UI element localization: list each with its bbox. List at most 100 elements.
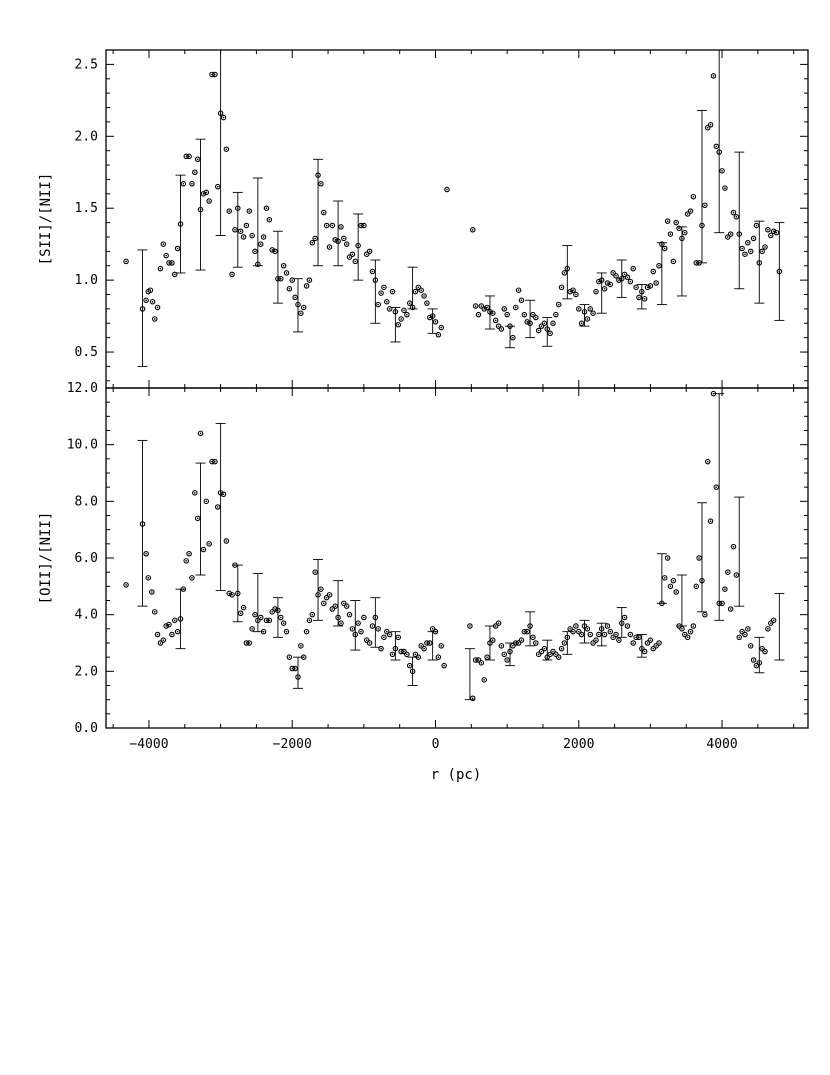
top-data-point bbox=[656, 262, 662, 269]
bottom-data-point bbox=[249, 626, 255, 632]
top-data-point bbox=[776, 268, 783, 275]
bottom-data-point bbox=[696, 555, 702, 561]
bottom-data-point bbox=[598, 626, 605, 632]
top-data-point bbox=[475, 311, 482, 318]
top-data-point bbox=[573, 291, 579, 298]
top-data-point bbox=[366, 248, 373, 255]
top-data-point bbox=[538, 323, 545, 329]
bottom-data-point bbox=[501, 651, 508, 658]
top-data-point bbox=[745, 239, 751, 246]
top-data-point bbox=[237, 228, 244, 234]
bottom-data-point bbox=[237, 610, 244, 616]
bottom-data-point bbox=[166, 621, 172, 628]
bottom-data-point bbox=[515, 640, 522, 646]
bottom-data-point bbox=[321, 600, 327, 607]
bottom-data-point bbox=[177, 616, 184, 622]
top-data-point bbox=[240, 234, 247, 240]
bottom-data-point bbox=[587, 631, 593, 638]
bottom-data-point bbox=[747, 643, 754, 649]
top-data-point bbox=[123, 258, 129, 265]
top-tick-labels: 0.5 1.0 1.5 2.0 2.5 bbox=[75, 57, 98, 360]
top-data-point bbox=[312, 235, 318, 242]
top-data-point bbox=[490, 310, 496, 316]
top-data-point bbox=[432, 319, 439, 325]
top-data-point bbox=[747, 248, 754, 255]
bottom-data-point bbox=[765, 626, 771, 632]
top-data-point bbox=[650, 268, 657, 275]
bottom-data-point bbox=[745, 626, 751, 632]
top-data-point bbox=[338, 224, 344, 230]
bottom-data-point bbox=[160, 637, 167, 643]
bottom-data-point bbox=[309, 611, 316, 618]
top-data-point bbox=[346, 254, 353, 260]
top-data-point bbox=[329, 222, 336, 229]
top-error-bar bbox=[505, 325, 516, 349]
bottom-error-bar bbox=[272, 597, 283, 638]
bottom-data-point bbox=[713, 484, 720, 490]
bottom-data-point bbox=[524, 628, 530, 635]
top-data-point bbox=[659, 241, 665, 247]
bottom-data-point bbox=[255, 617, 261, 624]
top-error-bar bbox=[676, 226, 687, 297]
bottom-data-point bbox=[527, 623, 533, 629]
bottom-data-point bbox=[481, 677, 487, 683]
bottom-data-point bbox=[197, 430, 204, 437]
bottom-data-point bbox=[401, 648, 407, 655]
bottom-data-points bbox=[123, 390, 777, 701]
top-data-point bbox=[484, 304, 490, 311]
top-error-bar bbox=[542, 317, 553, 347]
top-data-point bbox=[409, 304, 416, 311]
top-data-point bbox=[197, 206, 204, 213]
top-plot-frame bbox=[105, 49, 809, 389]
bottom-error-bar bbox=[215, 422, 226, 592]
top-data-point bbox=[169, 260, 175, 266]
bottom-data-point bbox=[484, 654, 490, 660]
bottom-data-point bbox=[275, 607, 281, 614]
bottom-data-point bbox=[326, 592, 333, 598]
bottom-data-point bbox=[372, 614, 379, 621]
top-data-point bbox=[421, 293, 427, 299]
bottom-data-point bbox=[149, 589, 155, 595]
top-data-point bbox=[206, 198, 212, 204]
bottom-data-point bbox=[604, 623, 611, 629]
top-data-point bbox=[619, 275, 625, 282]
top-data-point bbox=[716, 149, 722, 155]
bottom-data-point bbox=[412, 651, 419, 658]
bottom-data-point bbox=[427, 640, 433, 646]
top-y-tick-label: 2.5 bbox=[75, 57, 98, 72]
top-data-point bbox=[722, 185, 728, 191]
bottom-data-point bbox=[361, 614, 367, 621]
bottom-error-bar bbox=[676, 574, 687, 627]
top-data-point bbox=[189, 181, 195, 187]
top-data-point bbox=[232, 227, 238, 233]
bottom-data-point bbox=[252, 611, 258, 618]
bottom-error-bar bbox=[696, 502, 707, 613]
top-data-point bbox=[384, 298, 390, 305]
bottom-data-point bbox=[406, 662, 413, 669]
bottom-data-point bbox=[619, 620, 625, 626]
top-data-point bbox=[172, 271, 178, 278]
top-data-point bbox=[418, 287, 424, 293]
top-data-point bbox=[533, 314, 539, 321]
x-axis-label: r (pc) bbox=[431, 767, 482, 783]
top-data-point bbox=[306, 277, 313, 283]
top-data-point bbox=[598, 277, 605, 283]
top-data-point bbox=[163, 252, 169, 259]
top-data-point bbox=[730, 209, 737, 216]
top-data-point bbox=[303, 283, 310, 289]
top-data-point bbox=[773, 229, 780, 236]
bottom-data-point bbox=[727, 606, 734, 612]
top-data-point bbox=[154, 304, 161, 311]
bottom-data-point bbox=[661, 575, 668, 581]
top-data-point bbox=[492, 317, 499, 324]
bottom-data-point bbox=[510, 643, 516, 649]
top-data-point bbox=[180, 181, 187, 187]
top-data-point bbox=[676, 225, 682, 232]
top-panel: 0.5 1.0 1.5 2.0 2.5 [SII]/[NII] bbox=[38, 49, 809, 389]
top-data-point bbox=[667, 231, 674, 237]
bottom-data-point bbox=[590, 640, 596, 646]
bottom-data-point bbox=[768, 620, 774, 626]
bottom-data-point bbox=[535, 651, 542, 658]
bottom-data-point bbox=[404, 651, 410, 658]
bottom-data-point bbox=[498, 643, 505, 649]
